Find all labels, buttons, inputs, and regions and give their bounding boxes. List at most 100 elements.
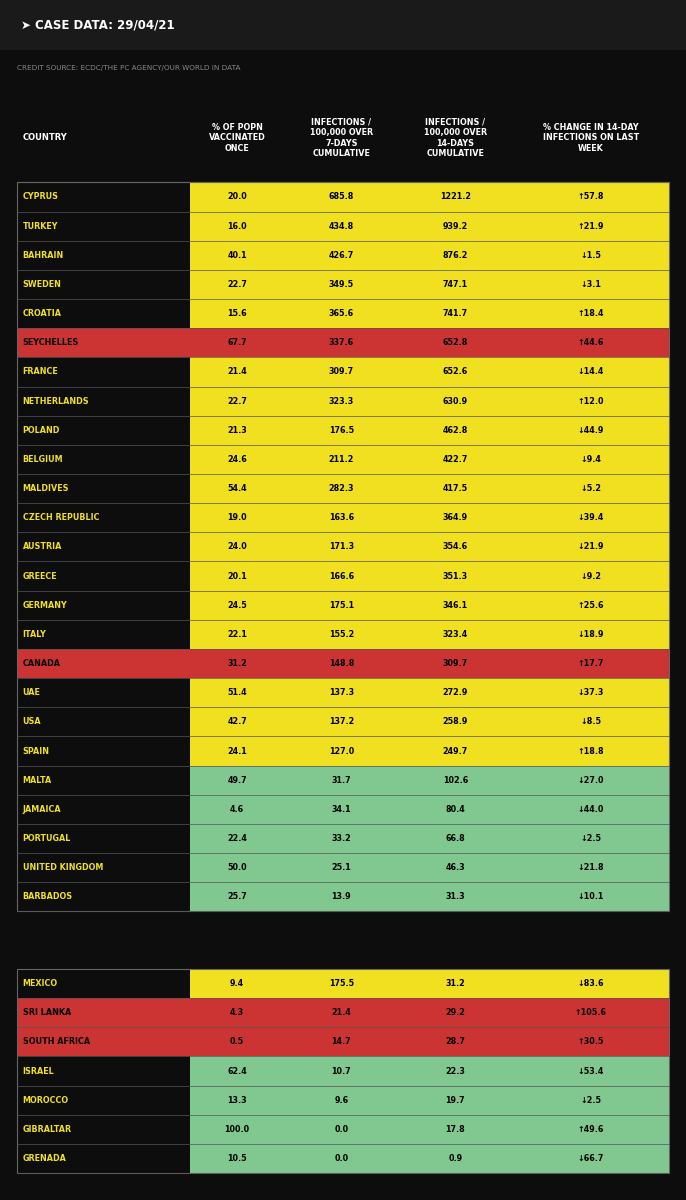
Bar (190, 678, 284, 707)
Text: ↓21.9: ↓21.9 (578, 542, 604, 551)
Bar (284, 794, 399, 824)
Text: 21.4: 21.4 (227, 367, 247, 377)
Text: SRI LANKA: SRI LANKA (23, 1008, 71, 1018)
Bar (284, 824, 399, 853)
Text: 630.9: 630.9 (443, 396, 468, 406)
Text: 31.2: 31.2 (445, 979, 465, 988)
Bar (284, 445, 399, 474)
Bar (399, 270, 512, 299)
Bar (190, 590, 284, 619)
Text: 62.4: 62.4 (227, 1067, 247, 1075)
Text: ↓27.0: ↓27.0 (578, 775, 604, 785)
Bar (512, 824, 669, 853)
Text: ↓44.0: ↓44.0 (578, 805, 604, 814)
Text: 31.3: 31.3 (446, 893, 465, 901)
Text: 354.6: 354.6 (443, 542, 468, 551)
Bar (284, 474, 399, 503)
Text: ↓2.5: ↓2.5 (580, 834, 601, 842)
Text: ↓5.2: ↓5.2 (580, 484, 601, 493)
Text: ➤ CASE DATA: 29/04/21: ➤ CASE DATA: 29/04/21 (21, 19, 174, 31)
Text: % CHANGE IN 14-DAY
INFECTIONS ON LAST
WEEK: % CHANGE IN 14-DAY INFECTIONS ON LAST WE… (543, 124, 639, 152)
Text: % OF POPN
VACCINATED
ONCE: % OF POPN VACCINATED ONCE (209, 124, 265, 152)
Text: BARBADOS: BARBADOS (23, 893, 73, 901)
Text: JAMAICA: JAMAICA (23, 805, 61, 814)
Bar (399, 299, 512, 328)
Bar (284, 415, 399, 445)
Text: 364.9: 364.9 (443, 514, 468, 522)
Text: 462.8: 462.8 (442, 426, 468, 434)
Text: 747.1: 747.1 (443, 280, 468, 289)
Text: ↑18.4: ↑18.4 (578, 310, 604, 318)
Bar (399, 358, 512, 386)
Text: 31.7: 31.7 (331, 775, 351, 785)
Bar (284, 1115, 399, 1144)
Text: 148.8: 148.8 (329, 659, 354, 668)
Bar (399, 968, 512, 998)
Text: 50.0: 50.0 (227, 863, 247, 872)
Text: 10.7: 10.7 (331, 1067, 351, 1075)
Bar (512, 503, 669, 533)
Text: MOROCCO: MOROCCO (23, 1096, 69, 1105)
Bar (190, 794, 284, 824)
Bar (512, 968, 669, 998)
Text: 0.5: 0.5 (230, 1037, 244, 1046)
Text: 1221.2: 1221.2 (440, 192, 471, 202)
Text: 33.2: 33.2 (331, 834, 351, 842)
Text: ↓2.5: ↓2.5 (580, 1096, 601, 1105)
Text: CREDIT SOURCE: ECDC/THE PC AGENCY/OUR WORLD IN DATA: CREDIT SOURCE: ECDC/THE PC AGENCY/OUR WO… (17, 65, 241, 71)
Text: 175.1: 175.1 (329, 601, 354, 610)
Text: 51.4: 51.4 (227, 688, 247, 697)
Bar (284, 270, 399, 299)
Bar (190, 968, 284, 998)
Bar (399, 619, 512, 649)
Bar (190, 737, 284, 766)
Text: ↑105.6: ↑105.6 (575, 1008, 606, 1018)
Bar (284, 853, 399, 882)
Bar (284, 386, 399, 415)
Text: 28.7: 28.7 (445, 1037, 465, 1046)
Text: 14.7: 14.7 (331, 1037, 351, 1046)
Text: ↓9.4: ↓9.4 (580, 455, 601, 464)
Text: POLAND: POLAND (23, 426, 60, 434)
Text: BELGIUM: BELGIUM (23, 455, 63, 464)
Text: 351.3: 351.3 (443, 571, 468, 581)
Text: 876.2: 876.2 (442, 251, 468, 259)
Text: 258.9: 258.9 (442, 718, 468, 726)
Bar (190, 241, 284, 270)
Bar (512, 533, 669, 562)
Bar (512, 882, 669, 912)
Bar (399, 737, 512, 766)
Bar (17, 329, 669, 358)
Bar (284, 358, 399, 386)
Bar (284, 241, 399, 270)
Bar (512, 299, 669, 328)
Bar (284, 1144, 399, 1174)
Bar (512, 182, 669, 211)
Text: GREECE: GREECE (23, 571, 57, 581)
Text: 24.0: 24.0 (227, 542, 247, 551)
Text: 13.9: 13.9 (331, 893, 351, 901)
Text: ↑30.5: ↑30.5 (578, 1037, 604, 1046)
Bar (284, 503, 399, 533)
Bar (399, 824, 512, 853)
Bar (284, 299, 399, 328)
Text: 15.6: 15.6 (227, 310, 247, 318)
Text: 102.6: 102.6 (442, 775, 468, 785)
Text: GRENADA: GRENADA (23, 1154, 67, 1163)
Bar (284, 1086, 399, 1115)
Bar (512, 445, 669, 474)
Bar (512, 1056, 669, 1086)
Bar (512, 707, 669, 737)
Bar (284, 619, 399, 649)
Text: 0.0: 0.0 (334, 1124, 348, 1134)
Text: 652.8: 652.8 (442, 338, 468, 347)
Bar (399, 415, 512, 445)
Bar (399, 562, 512, 590)
Text: 137.3: 137.3 (329, 688, 354, 697)
Text: 939.2: 939.2 (442, 222, 468, 230)
Bar (190, 386, 284, 415)
Text: 422.7: 422.7 (442, 455, 468, 464)
Text: 21.4: 21.4 (331, 1008, 351, 1018)
Text: ↓9.2: ↓9.2 (580, 571, 601, 581)
Text: 282.3: 282.3 (329, 484, 354, 493)
